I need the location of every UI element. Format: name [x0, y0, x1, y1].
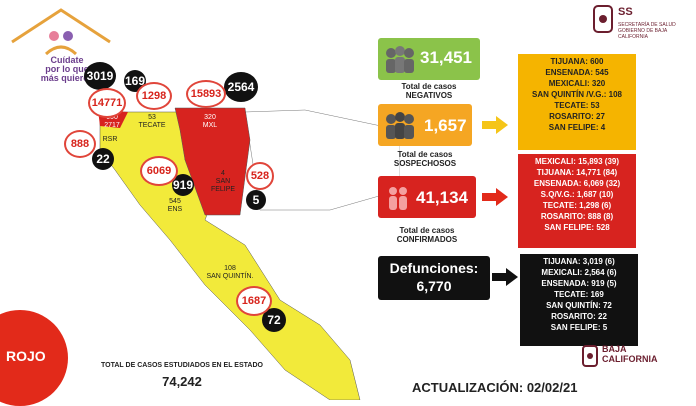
deaths-rosarito: 22 [92, 148, 114, 170]
status-label: ROJO [6, 348, 46, 364]
cases-ensenada: 6069 [140, 156, 178, 186]
logo-line-3: más quieres [40, 73, 94, 83]
map-shape [98, 107, 401, 401]
label-rosarito: RSR [102, 136, 118, 143]
bc-line-2: CALIFORNIA [602, 354, 658, 364]
cases-san-quintin: 1687 [236, 286, 272, 316]
gov-title: SS [618, 6, 633, 18]
update-date: ACTUALIZACIÓN: 02/02/21 [412, 380, 578, 395]
arrow-right-icon [492, 268, 518, 286]
cuidate-logo [6, 4, 116, 84]
panel-row: TECATE: 169 [554, 290, 604, 299]
total-studied-value: 74,242 [162, 374, 202, 389]
bc-line-1: BAJA [602, 344, 627, 354]
baja-california-logo: BAJA CALIFORNIA [580, 344, 690, 370]
people-group-icon [386, 112, 414, 139]
cases-tecate: 1298 [136, 82, 172, 110]
gov-header: SS SECRETARÍA DE SALUD GOBIERNO DE BAJA … [590, 2, 694, 40]
panel-row: ROSARITO: 22 [551, 312, 607, 321]
logo-text: Cuídate por lo que más quieres [12, 56, 122, 83]
panel-row: ENSENADA: 545 [545, 68, 609, 77]
label-san-felipe: 4 SAN FELIPE [210, 170, 236, 193]
coat-of-arms-icon [582, 345, 598, 367]
defunciones-title: Defunciones: [389, 260, 479, 276]
panel-row: ROSARITO: 888 (8) [540, 212, 614, 221]
defunciones-value: 6,770 [416, 278, 452, 294]
deaths-ensenada: 919 [172, 174, 194, 196]
baja-california-map: 600 2717 RSR 53 TECATE 320 MXL 4 SAN FEL… [80, 70, 401, 401]
panel-row: ROSARITO: 27 [549, 112, 605, 121]
label-ensenada: 545 ENS [167, 198, 183, 213]
deaths-san-quintin: 72 [262, 308, 286, 332]
label-mexicali: 320 MXL [202, 114, 218, 129]
logo-line-1: Cuídate [50, 55, 84, 65]
panel-row: SAN QUINTÍN: 72 [546, 301, 612, 310]
cases-rosarito: 888 [64, 130, 96, 158]
sospechosos-value: 1,657 [424, 116, 467, 135]
panel-row: SAN QUINTÍN /V.G.: 108 [532, 90, 622, 99]
person-icon [389, 187, 407, 210]
arrow-right-icon [482, 116, 508, 134]
sospechosos-box: 1,657 [378, 104, 472, 146]
defunciones-box: Defunciones: 6,770 [378, 256, 490, 300]
sospechosos-label: Total de casos SOSPECHOSOS [393, 150, 457, 168]
panel-row: TIJUANA: 600 [550, 57, 604, 66]
panel-row: MEXICALI: 15,893 (39) [534, 157, 620, 166]
panel-row: SAN FELIPE: 528 [544, 223, 610, 232]
panel-row: MEXICALI: 2,564 (6) [541, 268, 617, 277]
cases-san-felipe: 528 [246, 162, 274, 190]
confirmados-box: 41,134 [378, 176, 476, 218]
defunciones-panel: TIJUANA: 3,019 (6) MEXICALI: 2,564 (6) E… [520, 254, 638, 346]
arrow-right-icon [482, 188, 508, 206]
panel-row: SAN FELIPE: 4 [548, 123, 606, 132]
deaths-tijuana: 3019 [84, 62, 116, 90]
panel-row: TIJUANA: 14,771 (84) [536, 168, 618, 177]
people-group-icon [386, 46, 414, 73]
confirmados-value: 41,134 [416, 188, 468, 207]
deaths-mexicali: 2564 [224, 72, 258, 102]
panel-row: ENSENADA: 6,069 (32) [533, 179, 621, 188]
coat-of-arms-icon [593, 5, 613, 33]
label-san-quintin: 108 SAN QUINTÍN. [206, 265, 254, 280]
sospechosos-panel: TIJUANA: 600 ENSENADA: 545 MEXICALI: 320… [518, 54, 636, 150]
logo-line-2: por lo que [45, 64, 89, 74]
negativos-value: 31,451 [420, 48, 472, 67]
panel-row: TECATE: 53 [554, 101, 600, 110]
confirmados-panel: MEXICALI: 15,893 (39) TIJUANA: 14,771 (8… [518, 154, 636, 248]
gov-subtitle: SECRETARÍA DE SALUD GOBIERNO DE BAJA CAL… [618, 22, 676, 40]
deaths-san-felipe: 5 [246, 190, 266, 210]
house-icon [11, 8, 111, 56]
panel-row: SAN FELIPE: 5 [550, 323, 608, 332]
label-tijuana: 600 2717 [104, 114, 120, 129]
panel-row: ENSENADA: 919 (5) [541, 279, 617, 288]
label-tecate: 53 TECATE [138, 114, 166, 129]
total-studied-label: TOTAL DE CASOS ESTUDIADOS EN EL ESTADO [101, 362, 263, 369]
panel-row: MEXICALI: 320 [548, 79, 606, 88]
panel-row: TIJUANA: 3,019 (6) [543, 257, 615, 266]
status-circle: ROJO [0, 310, 68, 406]
panel-row: TECATE: 1,298 (6) [542, 201, 612, 210]
negativos-label: Total de casos NEGATIVOS [401, 82, 457, 100]
confirmados-label: Total de casos CONFIRMADOS [396, 226, 458, 244]
cases-tijuana: 14771 [88, 88, 126, 118]
negativos-box: 31,451 [378, 38, 480, 80]
panel-row: S.Q/V.G.: 1,687 (10) [540, 190, 614, 199]
cases-mexicali: 15893 [186, 80, 226, 108]
